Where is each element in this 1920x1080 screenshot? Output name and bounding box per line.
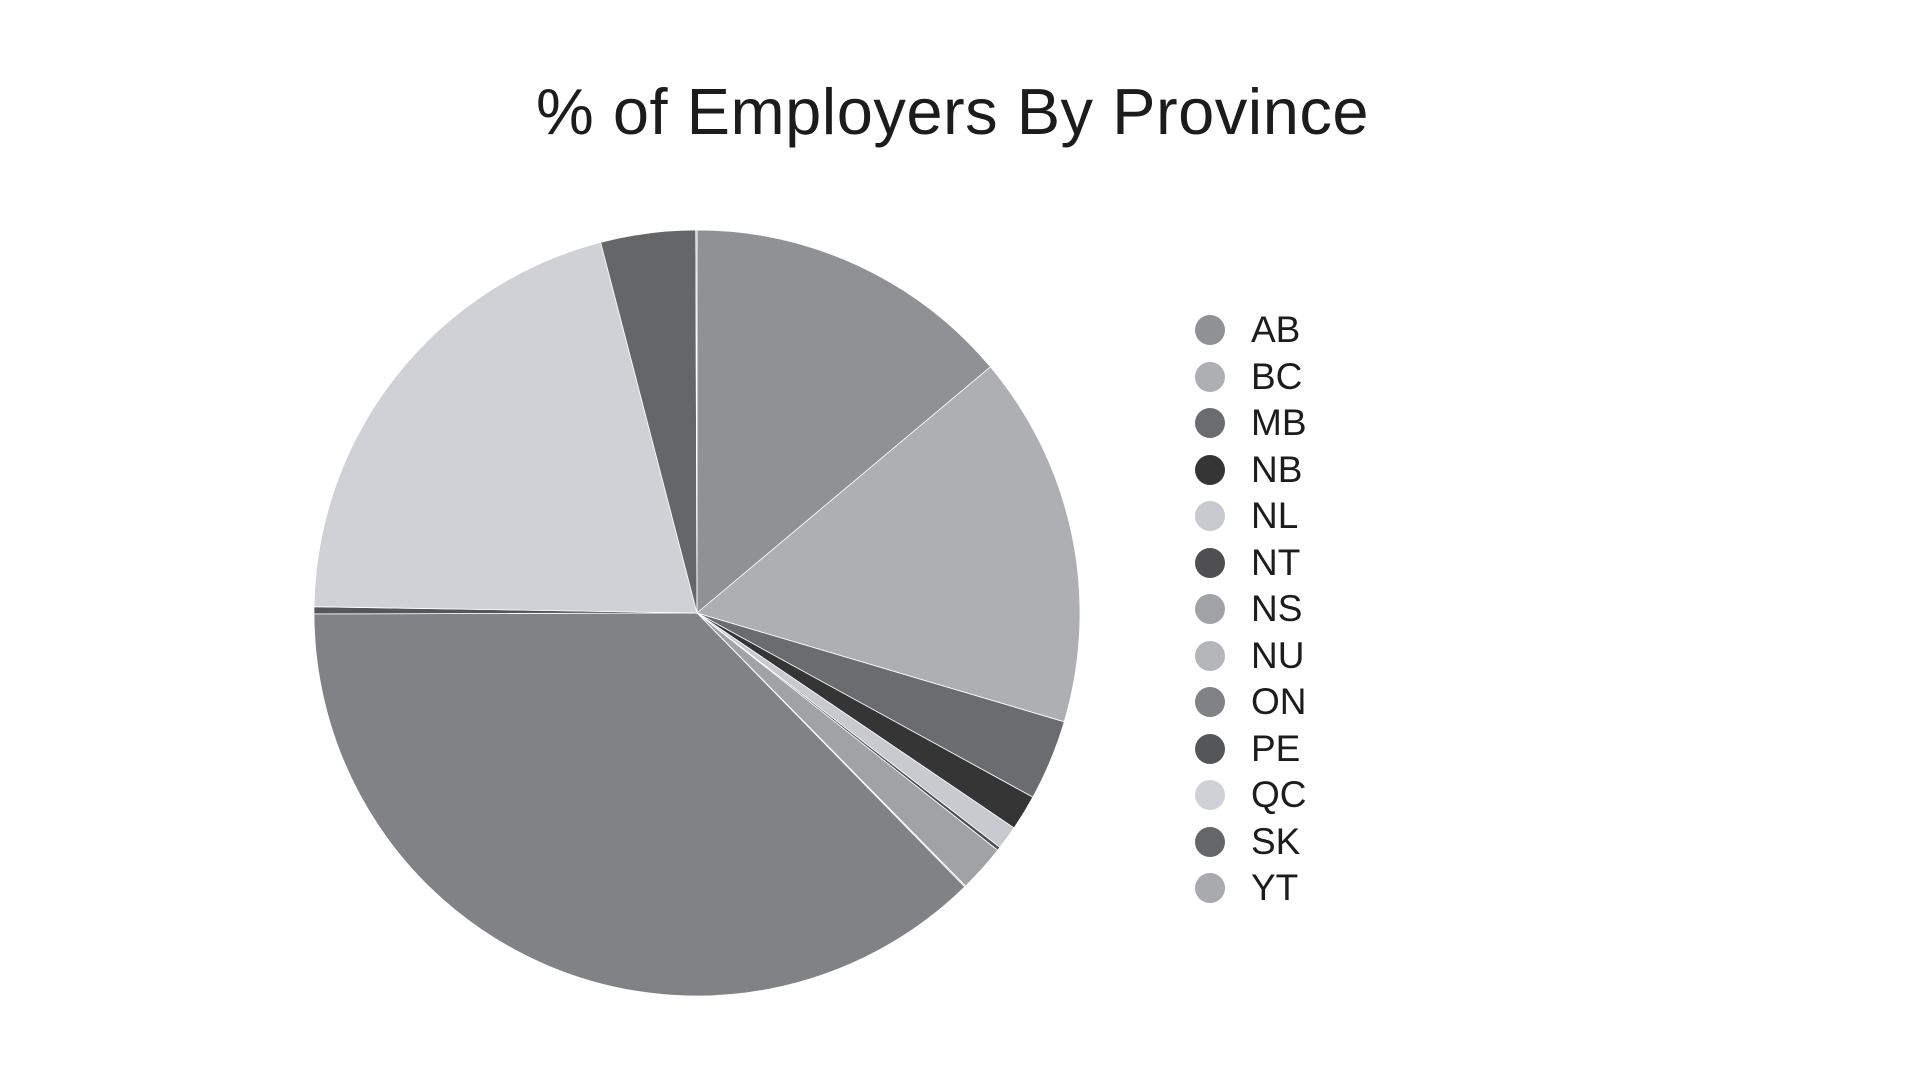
- legend-item-nt: NT: [1195, 540, 1307, 587]
- legend-swatch: [1195, 501, 1225, 532]
- legend-swatch: [1195, 687, 1225, 718]
- legend-label: PE: [1251, 727, 1301, 769]
- legend-swatch: [1195, 361, 1225, 392]
- pie-slice-on: [313, 612, 966, 997]
- pie-slice-yt: [695, 229, 698, 614]
- legend-item-sk: SK: [1195, 819, 1307, 866]
- pie-slice-bc: [696, 366, 1081, 723]
- legend-item-pe: PE: [1195, 726, 1307, 773]
- legend-swatch: [1195, 315, 1225, 346]
- legend-label: MB: [1251, 402, 1307, 444]
- legend-item-nb: NB: [1195, 447, 1307, 494]
- legend-item-on: ON: [1195, 679, 1307, 726]
- legend-label: NL: [1251, 495, 1299, 537]
- legend-label: NT: [1251, 541, 1301, 583]
- legend-item-ns: NS: [1195, 586, 1307, 633]
- legend-swatch: [1195, 594, 1225, 625]
- legend-label: SK: [1251, 820, 1301, 862]
- legend-item-bc: BC: [1195, 354, 1307, 401]
- legend-item-yt: YT: [1195, 865, 1307, 912]
- legend-label: YT: [1251, 867, 1299, 909]
- legend-swatch: [1195, 733, 1225, 764]
- legend-label: AB: [1251, 309, 1301, 351]
- legend-label: BC: [1251, 355, 1303, 397]
- legend-swatch: [1195, 826, 1225, 857]
- legend-item-nl: NL: [1195, 493, 1307, 540]
- legend-label: NS: [1251, 588, 1303, 630]
- legend-label: NB: [1251, 448, 1303, 490]
- chart-legend: AB BC MB NB NL NT NS NU ON PE QC SK YT: [1195, 307, 1307, 912]
- legend-label: ON: [1251, 681, 1307, 723]
- legend-swatch: [1195, 408, 1225, 439]
- legend-swatch: [1195, 873, 1225, 904]
- legend-swatch: [1195, 454, 1225, 485]
- pie-slice-qc: [313, 241, 698, 614]
- legend-label: NU: [1251, 634, 1305, 676]
- legend-item-nu: NU: [1195, 633, 1307, 680]
- legend-item-qc: QC: [1195, 772, 1307, 819]
- legend-swatch: [1195, 547, 1225, 578]
- legend-swatch: [1195, 780, 1225, 811]
- legend-item-mb: MB: [1195, 400, 1307, 447]
- legend-label: QC: [1251, 774, 1307, 816]
- legend-swatch: [1195, 640, 1225, 671]
- pie-slice-ab: [696, 229, 991, 614]
- chart-title: % of Employers By Province: [535, 75, 1370, 148]
- legend-item-ab: AB: [1195, 307, 1307, 354]
